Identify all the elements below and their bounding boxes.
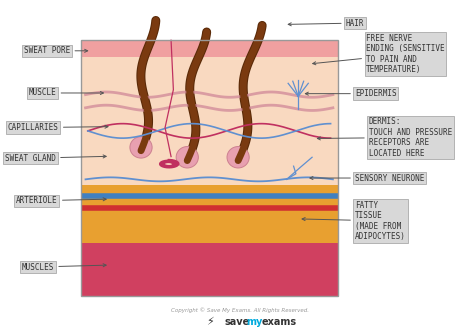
Bar — [81, 57, 337, 185]
Text: DERMIS:
TOUCH AND PRESSURE
RECEPTORS ARE
LOCATED HERE: DERMIS: TOUCH AND PRESSURE RECEPTORS ARE… — [317, 118, 452, 158]
Text: FREE NERVE
ENDING (SENSITIVE
TO PAIN AND
TEMPERATURE): FREE NERVE ENDING (SENSITIVE TO PAIN AND… — [313, 34, 445, 74]
Ellipse shape — [176, 147, 198, 168]
Text: MUSCLE: MUSCLE — [28, 88, 103, 98]
Text: SENSORY NEURONE: SENSORY NEURONE — [310, 173, 424, 182]
Text: Copyright © Save My Exams. All Rights Reserved.: Copyright © Save My Exams. All Rights Re… — [172, 307, 310, 313]
Bar — [81, 243, 337, 296]
Ellipse shape — [227, 147, 249, 168]
Text: FATTY
TISSUE
(MADE FROM
ADIPOCYTES): FATTY TISSUE (MADE FROM ADIPOCYTES) — [302, 201, 406, 241]
Text: CAPILLARIES: CAPILLARIES — [8, 123, 108, 132]
Text: save: save — [224, 317, 249, 327]
Text: ARTERIOLE: ARTERIOLE — [16, 196, 106, 205]
Text: HAIR: HAIR — [288, 19, 365, 27]
Text: EPIDERMIS: EPIDERMIS — [305, 89, 397, 98]
Bar — [81, 185, 337, 243]
Text: ⚡: ⚡ — [207, 317, 214, 327]
Text: MUSCLES: MUSCLES — [22, 262, 106, 271]
Bar — [81, 40, 337, 296]
Text: my: my — [246, 317, 263, 327]
Text: SWEAT PORE: SWEAT PORE — [24, 46, 88, 55]
Text: SWEAT GLAND: SWEAT GLAND — [5, 154, 106, 163]
Text: exams: exams — [261, 317, 296, 327]
Ellipse shape — [130, 137, 152, 158]
Bar — [81, 40, 337, 57]
